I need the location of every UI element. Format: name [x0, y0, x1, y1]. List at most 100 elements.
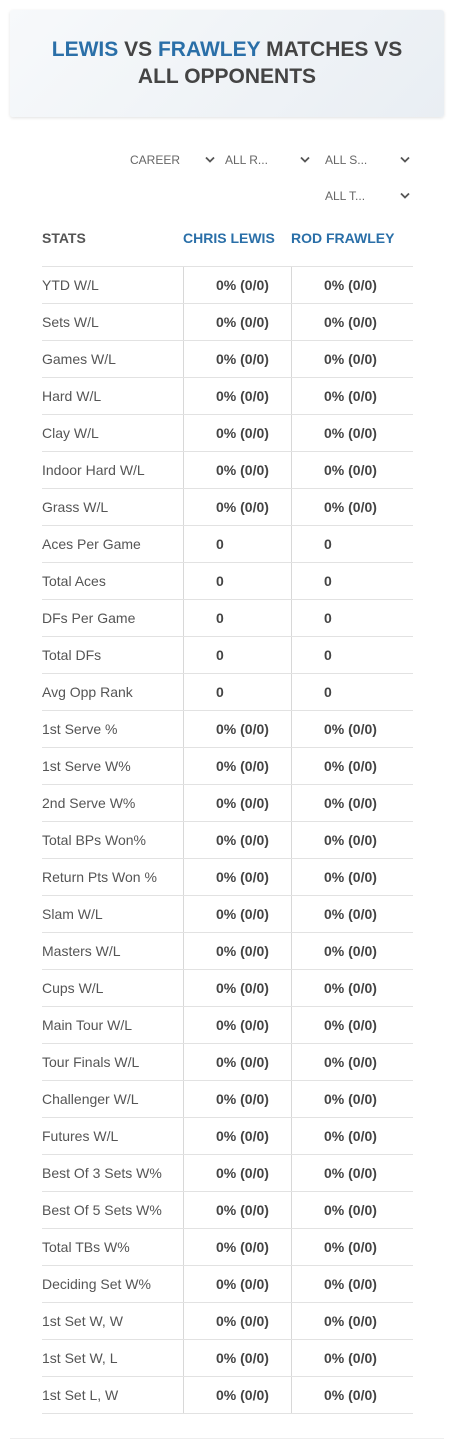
dropdown[interactable]: ALL S...: [325, 150, 410, 170]
chevron: [300, 156, 310, 163]
stat-value: 0% (0/0): [324, 943, 377, 959]
cell-divider: [291, 1192, 292, 1229]
title-part: FRAWLEY: [157, 38, 261, 61]
stat-label: Clay W/L: [42, 425, 99, 441]
dropdown-label: ALL S...: [325, 153, 368, 167]
stat-label: Avg Opp Rank: [42, 684, 133, 700]
stat-label: 1st Serve W%: [42, 758, 131, 774]
player-link[interactable]: ROD FRAWLEY: [291, 230, 395, 246]
stat-value: 0% (0/0): [216, 795, 269, 811]
table-bottom: [42, 1413, 413, 1414]
table-row: Total Aces 0 0: [42, 562, 413, 600]
cell-divider: [291, 1155, 292, 1192]
stat-value: 0% (0/0): [216, 1091, 269, 1107]
stat-value: 0% (0/0): [216, 388, 269, 404]
table-row: 2nd Serve W% 0% (0/0) 0% (0/0): [42, 784, 413, 822]
stat-label: Total Aces: [42, 573, 106, 589]
cell-divider: [183, 896, 184, 933]
stat-value: 0% (0/0): [216, 906, 269, 922]
cell-divider: [291, 637, 292, 674]
cell-divider: [183, 526, 184, 563]
table-row: 1st Serve W% 0% (0/0) 0% (0/0): [42, 747, 413, 785]
stat-label: Best Of 5 Sets W%: [42, 1202, 162, 1218]
stat-value: 0% (0/0): [216, 1202, 269, 1218]
cell-divider: [183, 1081, 184, 1118]
stat-value: 0: [216, 573, 224, 589]
table-row: Sets W/L 0% (0/0) 0% (0/0): [42, 303, 413, 341]
dropdown[interactable]: ALL T...: [325, 186, 410, 206]
cell-divider: [183, 1340, 184, 1377]
stat-value: 0% (0/0): [324, 425, 377, 441]
stat-value: 0% (0/0): [216, 351, 269, 367]
cell-divider: [291, 822, 292, 859]
player-link[interactable]: CHRIS LEWIS: [183, 230, 275, 246]
dropdown-label: CAREER: [130, 153, 181, 167]
stat-value: 0% (0/0): [324, 1387, 377, 1403]
cell-divider: [183, 1303, 184, 1340]
stat-value: 0% (0/0): [216, 462, 269, 478]
table-row: Futures W/L 0% (0/0) 0% (0/0): [42, 1117, 413, 1155]
stat-value: 0: [216, 536, 224, 552]
stat-value: 0% (0/0): [216, 1239, 269, 1255]
stat-value: 0% (0/0): [324, 314, 377, 330]
table-row: Main Tour W/L 0% (0/0) 0% (0/0): [42, 1006, 413, 1044]
cell-divider: [291, 378, 292, 415]
stat-value: 0: [324, 536, 332, 552]
stat-value: 0% (0/0): [324, 1091, 377, 1107]
cell-divider: [291, 526, 292, 563]
stat-value: 0% (0/0): [216, 425, 269, 441]
cell-divider: [183, 1007, 184, 1044]
title-part: MATCHES VS ALL OPPONENTS: [137, 38, 403, 88]
stat-value: 0% (0/0): [216, 314, 269, 330]
table-row: 1st Set L, W 0% (0/0) 0% (0/0): [42, 1376, 413, 1414]
stat-value: 0: [324, 684, 332, 700]
title-part: VS: [124, 38, 153, 61]
table-row: Indoor Hard W/L 0% (0/0) 0% (0/0): [42, 451, 413, 489]
cell-divider: [291, 970, 292, 1007]
stat-label: Main Tour W/L: [42, 1017, 132, 1033]
cell-divider: [291, 896, 292, 933]
stat-value: 0% (0/0): [216, 869, 269, 885]
cell-divider: [183, 822, 184, 859]
table-row: Challenger W/L 0% (0/0) 0% (0/0): [42, 1080, 413, 1118]
stat-value: 0% (0/0): [324, 758, 377, 774]
divider: [10, 1438, 444, 1439]
table-row: 1st Set W, W 0% (0/0) 0% (0/0): [42, 1302, 413, 1340]
cell-divider: [183, 1192, 184, 1229]
stat-value: 0% (0/0): [324, 462, 377, 478]
table-row: Deciding Set W% 0% (0/0) 0% (0/0): [42, 1265, 413, 1303]
cell-divider: [291, 1303, 292, 1340]
cell-divider: [183, 859, 184, 896]
dropdown[interactable]: ALL R...: [225, 150, 310, 170]
stat-value: 0% (0/0): [324, 869, 377, 885]
table-row: DFs Per Game 0 0: [42, 599, 413, 637]
cell-divider: [291, 563, 292, 600]
stat-label: 2nd Serve W%: [42, 795, 136, 811]
table-row: Total DFs 0 0: [42, 636, 413, 674]
cell-divider: [291, 748, 292, 785]
stat-value: 0% (0/0): [324, 721, 377, 737]
cell-divider: [183, 341, 184, 378]
cell-divider: [183, 748, 184, 785]
stat-value: 0: [324, 573, 332, 589]
cell-divider: [183, 1044, 184, 1081]
cell-divider: [183, 674, 184, 711]
chevron: [205, 156, 215, 163]
stat-value: 0: [216, 610, 224, 626]
stat-value: 0: [324, 647, 332, 663]
cell-divider: [291, 341, 292, 378]
table-row: Games W/L 0% (0/0) 0% (0/0): [42, 340, 413, 378]
dropdown[interactable]: CAREER: [130, 150, 215, 170]
stat-label: 1st Serve %: [42, 721, 118, 737]
stat-value: 0% (0/0): [324, 1128, 377, 1144]
cell-divider: [183, 304, 184, 341]
stat-label: 1st Set W, L: [42, 1350, 118, 1366]
cell-divider: [183, 1377, 184, 1414]
stat-value: 0% (0/0): [216, 943, 269, 959]
cell-divider: [183, 267, 184, 304]
stat-label: Sets W/L: [42, 314, 99, 330]
stat-value: 0% (0/0): [324, 1350, 377, 1366]
cell-divider: [291, 1266, 292, 1303]
table-row: Clay W/L 0% (0/0) 0% (0/0): [42, 414, 413, 452]
stat-value: 0% (0/0): [324, 499, 377, 515]
